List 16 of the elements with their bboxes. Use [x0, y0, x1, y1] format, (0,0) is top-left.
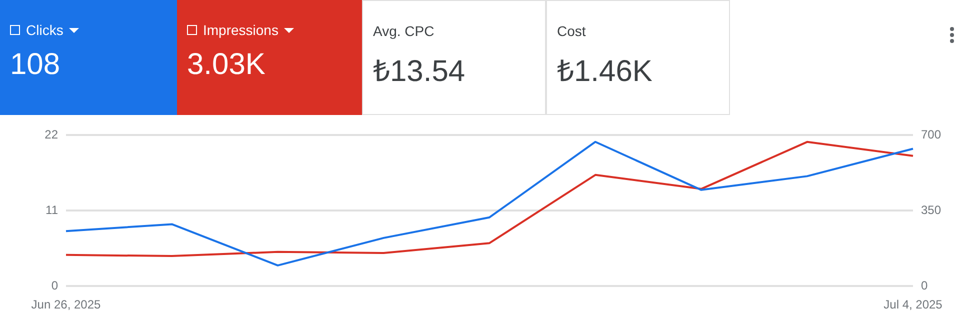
text: 3.03K — [187, 48, 266, 82]
legend-label: Clicks — [26, 22, 64, 38]
x-tick-label: Jun 26, 2025 — [31, 298, 102, 312]
y-tick-label: 0 — [51, 278, 58, 292]
x-tick-label: Jul 4, 2025 — [884, 298, 943, 312]
text: Avg. CPC — [373, 23, 434, 39]
y2-tick-label: 350 — [921, 202, 942, 217]
y2-tick-label: 0 — [921, 278, 928, 292]
text: Cost — [557, 23, 586, 39]
y2-tick-label: 700 — [921, 127, 942, 142]
text: 108 — [10, 48, 62, 82]
legend-label: Impressions — [203, 22, 278, 38]
text: ₺13.54 — [373, 54, 466, 90]
y-tick-label: 22 — [44, 127, 58, 142]
y-tick-label: 11 — [46, 202, 58, 217]
text: ₺1.46K — [557, 54, 654, 90]
